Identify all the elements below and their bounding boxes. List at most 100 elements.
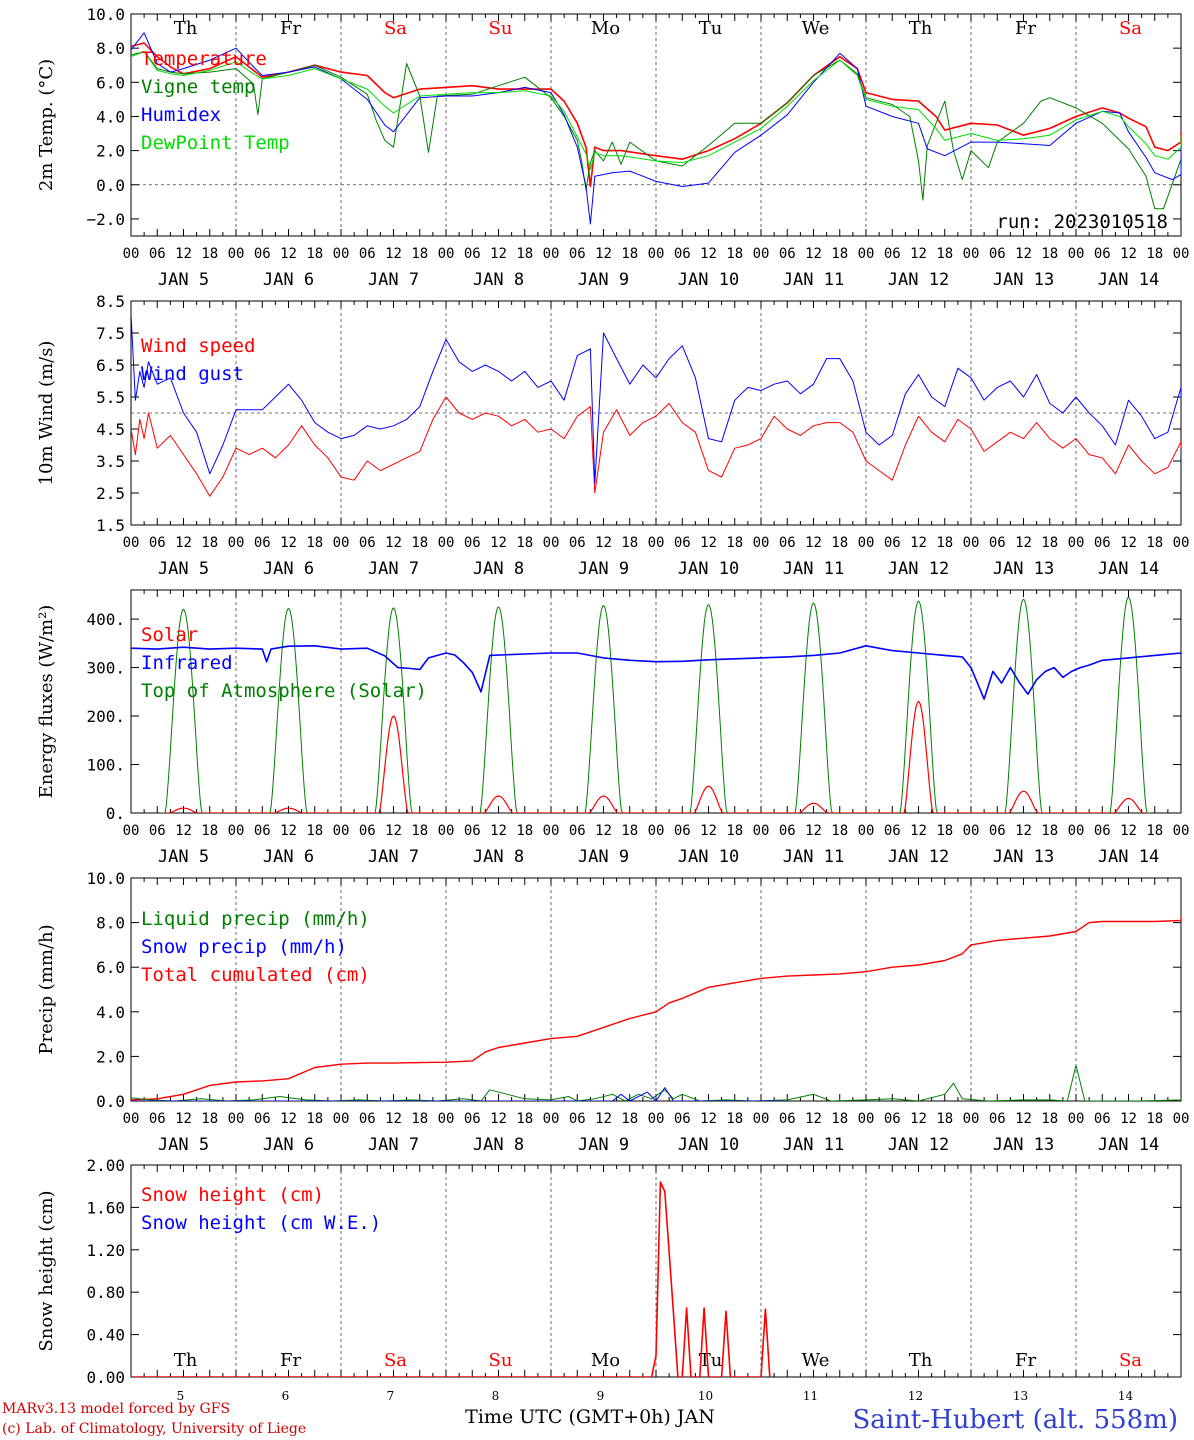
date-label: JAN 12 bbox=[888, 559, 949, 579]
hour-tick-label: 12 bbox=[595, 1111, 612, 1127]
y-tick-label: 7.5 bbox=[96, 324, 125, 343]
hour-tick-label: 00 bbox=[438, 535, 455, 551]
hour-tick-label: 18 bbox=[621, 1111, 638, 1127]
hour-tick-label: 12 bbox=[1015, 535, 1032, 551]
hour-tick-label: 06 bbox=[779, 823, 796, 839]
date-label: JAN 9 bbox=[578, 1135, 629, 1155]
hour-tick-label: 18 bbox=[201, 823, 218, 839]
hour-tick-label: 18 bbox=[726, 246, 743, 262]
date-label: JAN 12 bbox=[888, 847, 949, 867]
series-line-humidex bbox=[131, 32, 1181, 225]
x-axis-label: Time UTC (GMT+0h) JAN bbox=[465, 1406, 715, 1428]
hour-tick-label: 18 bbox=[1146, 535, 1163, 551]
hour-tick-label: 06 bbox=[569, 1111, 586, 1127]
y-tick-label: 2.5 bbox=[96, 484, 125, 503]
date-label: JAN 7 bbox=[368, 559, 419, 579]
date-label: JAN 10 bbox=[678, 270, 739, 290]
hour-tick-label: 12 bbox=[385, 535, 402, 551]
hour-tick-label: 00 bbox=[228, 823, 245, 839]
hour-tick-label: 06 bbox=[884, 535, 901, 551]
date-label: JAN 10 bbox=[678, 1135, 739, 1155]
y-tick-label: 3.5 bbox=[96, 452, 125, 471]
hour-tick-label: 06 bbox=[149, 823, 166, 839]
hour-tick-label: 06 bbox=[464, 246, 481, 262]
series-group bbox=[131, 915, 1181, 1101]
date-label: JAN 12 bbox=[888, 270, 949, 290]
hour-tick-label: 18 bbox=[936, 535, 953, 551]
y-tick-label: 300. bbox=[86, 659, 125, 678]
hour-tick-label: 12 bbox=[1120, 823, 1137, 839]
hour-tick-label: 06 bbox=[674, 823, 691, 839]
date-label: JAN 9 bbox=[578, 847, 629, 867]
hour-tick-label: 12 bbox=[700, 1111, 717, 1127]
panel-temp: 10.0 8.0 6.0 4.0 2.0 0.0 −2.0 2m Temp. (°C) 00 06… bbox=[36, 5, 1189, 290]
hour-tick-label: 06 bbox=[884, 823, 901, 839]
hour-tick-label: 18 bbox=[621, 823, 638, 839]
hour-tick-label: 12 bbox=[490, 1111, 507, 1127]
hour-tick-label: 18 bbox=[621, 246, 638, 262]
day-number-label: 6 bbox=[282, 1389, 290, 1403]
hour-tick-label: 00 bbox=[228, 246, 245, 262]
y-tick-label: 0. bbox=[106, 804, 125, 823]
hour-tick-label: 00 bbox=[123, 535, 140, 551]
day-number-label: 7 bbox=[387, 1389, 395, 1403]
date-label: JAN 13 bbox=[993, 1135, 1054, 1155]
series-group bbox=[131, 596, 1181, 813]
hour-tick-label: 18 bbox=[936, 823, 953, 839]
hour-tick-label: 06 bbox=[464, 535, 481, 551]
hour-tick-label: 12 bbox=[280, 246, 297, 262]
day-name-label: We bbox=[802, 18, 830, 39]
hour-tick-label: 18 bbox=[1041, 823, 1058, 839]
hour-tick-label: 12 bbox=[595, 246, 612, 262]
y-tick-label: 6.5 bbox=[96, 356, 125, 375]
hour-tick-label: 12 bbox=[280, 823, 297, 839]
day-name-label: Fr bbox=[1015, 1350, 1036, 1371]
hour-tick-label: 00 bbox=[333, 823, 350, 839]
hour-tick-label: 18 bbox=[1146, 246, 1163, 262]
y-tick-label: 100. bbox=[86, 756, 125, 775]
hour-tick-label: 06 bbox=[779, 1111, 796, 1127]
hour-tick-label: 06 bbox=[1094, 535, 1111, 551]
hour-tick-label: 12 bbox=[175, 246, 192, 262]
hour-tick-label: 18 bbox=[201, 535, 218, 551]
legend-entry: Snow height (cm W.E.) bbox=[141, 1212, 381, 1234]
hour-tick-label: 12 bbox=[805, 1111, 822, 1127]
hour-tick-label: 12 bbox=[490, 823, 507, 839]
hour-tick-label: 06 bbox=[779, 246, 796, 262]
hour-tick-label: 06 bbox=[464, 823, 481, 839]
date-label: JAN 11 bbox=[783, 847, 844, 867]
day-name-label: Sa bbox=[1119, 18, 1142, 39]
hour-tick-label: 00 bbox=[543, 1111, 560, 1127]
hour-tick-label: 00 bbox=[963, 246, 980, 262]
hour-tick-label: 00 bbox=[228, 535, 245, 551]
panel-precip: 10.0 8.0 6.0 4.0 2.0 0.0 Precip (mm/h) 00 06 12 18… bbox=[36, 869, 1189, 1155]
date-label: JAN 7 bbox=[368, 1135, 419, 1155]
series-line-total-cumulated-cm- bbox=[131, 915, 1181, 1101]
hour-tick-label: 00 bbox=[753, 1111, 770, 1127]
series-line-infrared bbox=[131, 644, 1181, 700]
day-number-label: 12 bbox=[908, 1389, 923, 1403]
series-line-dewpoint-temp bbox=[131, 51, 1181, 170]
hour-tick-label: 00 bbox=[543, 535, 560, 551]
hour-tick-label: 00 bbox=[438, 246, 455, 262]
hour-tick-label: 12 bbox=[490, 535, 507, 551]
date-label: JAN 5 bbox=[158, 847, 209, 867]
hour-tick-label: 06 bbox=[254, 1111, 271, 1127]
hour-tick-label: 06 bbox=[569, 823, 586, 839]
series-line-solar bbox=[164, 700, 1147, 813]
hour-tick-label: 00 bbox=[648, 1111, 665, 1127]
day-name-label: Sa bbox=[384, 18, 407, 39]
hour-tick-label: 12 bbox=[910, 535, 927, 551]
hour-tick-label: 18 bbox=[831, 1111, 848, 1127]
date-label: JAN 5 bbox=[158, 1135, 209, 1155]
series-line-wind-speed bbox=[131, 396, 1181, 497]
hour-tick-label: 12 bbox=[175, 823, 192, 839]
day-name-label: Tu bbox=[699, 1350, 723, 1371]
y-axis-label: Snow height (cm) bbox=[36, 1190, 57, 1351]
hour-tick-label: 00 bbox=[1068, 823, 1085, 839]
y-tick-label: 0.0 bbox=[96, 176, 125, 195]
hour-tick-label: 06 bbox=[989, 823, 1006, 839]
hour-tick-label: 12 bbox=[700, 535, 717, 551]
date-label: JAN 5 bbox=[158, 270, 209, 290]
